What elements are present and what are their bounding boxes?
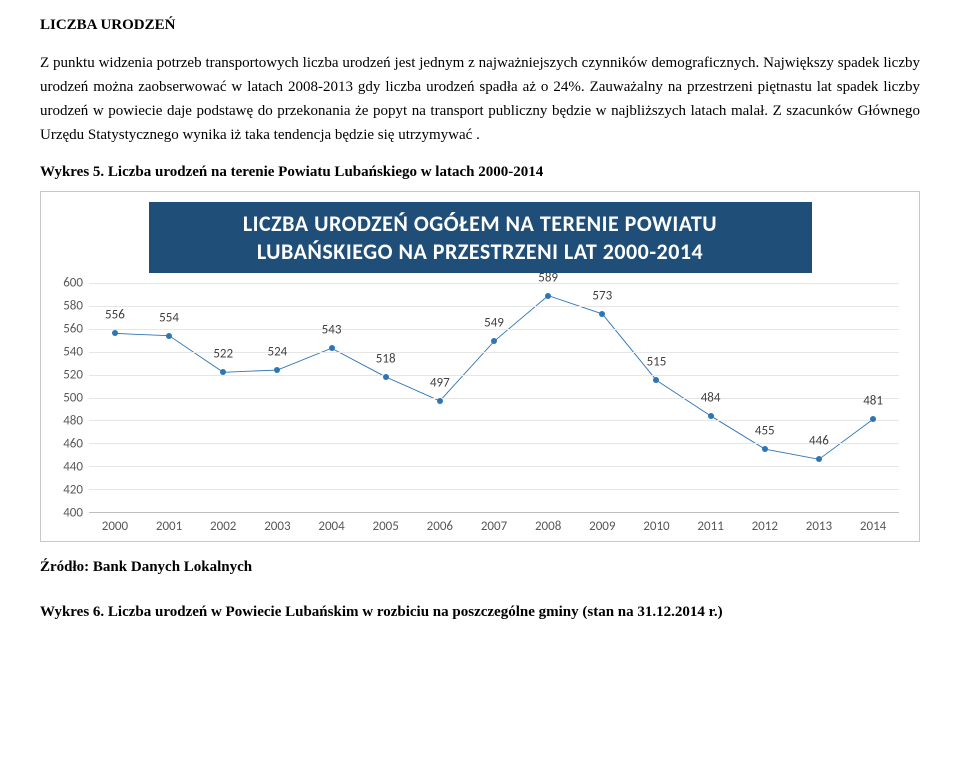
y-tick-label: 600 xyxy=(63,273,83,293)
y-tick-label: 460 xyxy=(63,434,83,454)
x-tick-label: 2003 xyxy=(264,517,290,537)
y-tick-label: 420 xyxy=(63,480,83,500)
chart-title: LICZBA URODZEŃ OGÓŁEM NA TERENIE POWIATU… xyxy=(149,202,812,273)
x-tick-label: 2007 xyxy=(481,517,507,537)
data-marker xyxy=(329,345,335,351)
chart-plot-area: 400420440460480500520540560580600 556554… xyxy=(89,283,899,535)
x-tick-label: 2014 xyxy=(860,517,886,537)
chart-container: LICZBA URODZEŃ OGÓŁEM NA TERENIE POWIATU… xyxy=(40,191,920,542)
data-label: 522 xyxy=(213,345,233,365)
grid-line xyxy=(89,443,899,444)
data-marker xyxy=(545,293,551,299)
data-label: 554 xyxy=(159,308,179,328)
grid-line xyxy=(89,398,899,399)
data-marker xyxy=(708,413,714,419)
grid-line xyxy=(89,352,899,353)
chart6-caption: Wykres 6. Liczba urodzeń w Powiecie Luba… xyxy=(40,601,920,624)
x-tick-label: 2009 xyxy=(589,517,615,537)
paragraph-intro: Z punktu widzenia potrzeb transportowych… xyxy=(40,51,920,147)
grid-line xyxy=(89,466,899,467)
chart-x-axis: 2000 2001 2002 2003 2004 2005 2006 2007 2008 2009… xyxy=(89,513,899,535)
data-label: 481 xyxy=(863,392,883,412)
data-marker xyxy=(220,369,226,375)
chart-plot: 5565545225245435184975495895735154844554… xyxy=(89,283,899,513)
y-tick-label: 580 xyxy=(63,296,83,316)
x-tick-label: 2001 xyxy=(156,517,182,537)
data-marker xyxy=(274,367,280,373)
x-tick-label: 2006 xyxy=(427,517,453,537)
x-tick-label: 2011 xyxy=(697,517,723,537)
data-marker xyxy=(166,333,172,339)
data-marker xyxy=(653,377,659,383)
x-tick-label: 2005 xyxy=(373,517,399,537)
data-marker xyxy=(762,446,768,452)
chart-source: Źródło: Bank Danych Lokalnych xyxy=(40,556,920,579)
data-label: 446 xyxy=(809,432,829,452)
y-tick-label: 540 xyxy=(63,342,83,362)
x-tick-label: 2004 xyxy=(318,517,344,537)
data-label: 573 xyxy=(592,287,612,307)
chart-title-line2: LUBAŃSKIEGO NA PRZESTRZENI LAT 2000-2014 xyxy=(257,238,703,265)
y-tick-label: 400 xyxy=(63,503,83,523)
x-tick-label: 2008 xyxy=(535,517,561,537)
chart5-caption: Wykres 5. Liczba urodzeń na terenie Powi… xyxy=(40,161,920,184)
section-heading: LICZBA URODZEŃ xyxy=(40,14,920,37)
chart-y-axis: 400420440460480500520540560580600 xyxy=(55,283,85,513)
y-tick-label: 500 xyxy=(63,388,83,408)
grid-line xyxy=(89,283,899,284)
grid-line xyxy=(89,489,899,490)
data-label: 518 xyxy=(376,350,396,370)
data-label: 589 xyxy=(538,268,558,288)
x-tick-label: 2000 xyxy=(102,517,128,537)
data-marker xyxy=(816,456,822,462)
data-label: 455 xyxy=(755,422,775,442)
y-tick-label: 520 xyxy=(63,365,83,385)
data-label: 484 xyxy=(701,389,721,409)
x-tick-label: 2002 xyxy=(210,517,236,537)
data-label: 497 xyxy=(430,374,450,394)
x-tick-label: 2013 xyxy=(806,517,832,537)
x-tick-label: 2010 xyxy=(643,517,669,537)
data-label: 556 xyxy=(105,306,125,326)
data-marker xyxy=(599,311,605,317)
data-label: 543 xyxy=(322,321,342,341)
data-label: 515 xyxy=(647,353,667,373)
data-marker xyxy=(383,374,389,380)
data-marker xyxy=(437,398,443,404)
y-tick-label: 560 xyxy=(63,319,83,339)
grid-line xyxy=(89,420,899,421)
y-tick-label: 440 xyxy=(63,457,83,477)
data-label: 549 xyxy=(484,314,504,334)
y-tick-label: 480 xyxy=(63,411,83,431)
grid-line xyxy=(89,375,899,376)
data-marker xyxy=(112,330,118,336)
x-tick-label: 2012 xyxy=(752,517,778,537)
grid-line xyxy=(89,306,899,307)
data-marker xyxy=(491,338,497,344)
chart-title-line1: LICZBA URODZEŃ OGÓŁEM NA TERENIE POWIATU xyxy=(243,210,717,237)
data-marker xyxy=(870,416,876,422)
data-label: 524 xyxy=(267,343,287,363)
